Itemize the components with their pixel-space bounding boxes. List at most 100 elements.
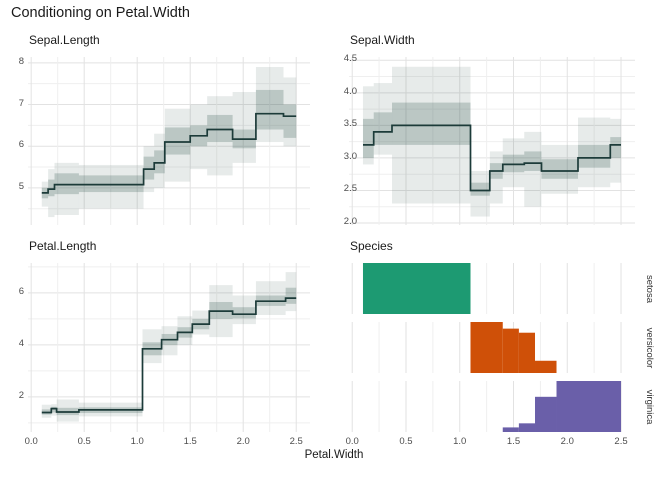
median-step-line [41, 112, 297, 194]
y-tick-label: 2.5 [343, 183, 357, 195]
inner-band-rect [285, 287, 297, 304]
inner-band-rect [232, 307, 256, 319]
x-tick-label: 1.0 [453, 436, 467, 447]
x-tick-label: 1.5 [183, 436, 197, 447]
inner-band-rect [373, 112, 393, 145]
inner-band-rect [610, 137, 622, 158]
outer-band-rect [161, 326, 178, 356]
outer-band-rect [54, 162, 79, 215]
y-tick-label: 2 [18, 389, 24, 401]
inner-band-rect [154, 150, 165, 174]
outer-band-rect [78, 164, 144, 209]
outer-band-rect [207, 96, 233, 176]
species-histogram-chart [351, 263, 622, 432]
outer-band-rect [232, 295, 256, 325]
outer-band-rect [489, 151, 503, 204]
inner-band-rect [541, 159, 579, 179]
outer-band-rect [524, 131, 542, 207]
outer-band-rect [41, 404, 52, 418]
outer-band-rect [255, 281, 286, 315]
x-tick-label: 0.0 [24, 436, 38, 447]
median-step-line [363, 124, 621, 192]
inner-band-rect [255, 89, 284, 130]
outer-band-rect [610, 118, 622, 183]
outer-band-rect [470, 170, 490, 217]
y-tick-label: 2.0 [343, 216, 357, 228]
x-tick-label: 0.5 [399, 436, 413, 447]
histogram-bar [502, 328, 519, 373]
outer-band-rect [142, 329, 162, 364]
y-tick-label: 8 [18, 55, 24, 67]
histogram-bar [362, 263, 471, 314]
outer-band-rect [177, 316, 193, 345]
outer-band-rect [190, 104, 208, 170]
outer-band-rect [232, 92, 256, 163]
histogram-bar [518, 332, 536, 373]
x-tick-label: 0.5 [77, 436, 91, 447]
facet-strip-label: virginica [644, 389, 655, 424]
inner-band-rect [362, 118, 374, 158]
inner-band-rect [283, 104, 297, 138]
panel-title-species: Species [350, 239, 393, 253]
outer-band-rect [41, 181, 49, 207]
x-tick-label: 1.5 [506, 436, 521, 447]
y-tick-label: 7 [18, 97, 24, 109]
facet-strip-label: versicolor [644, 327, 655, 368]
y-tick-label: 6 [18, 285, 24, 297]
panel-title-sepal-width: Sepal.Width [350, 33, 415, 47]
x-axis-title: Petal.Width [304, 449, 364, 461]
outer-band-rect [283, 77, 297, 147]
outer-band-rect [48, 169, 55, 218]
inner-band-rect [164, 127, 191, 155]
inner-band-rect [578, 144, 611, 168]
inner-band-rect [207, 114, 233, 143]
outer-band-rect [56, 399, 79, 422]
outer-band-rect [51, 404, 57, 416]
inner-band-rect [502, 154, 525, 173]
facet-strip-label: setosa [644, 274, 655, 303]
inner-band-rect [51, 406, 57, 413]
outer-band-rect [362, 86, 374, 165]
x-tick-label: 1.0 [130, 436, 144, 447]
y-tick-label: 3.5 [343, 118, 357, 130]
petal-length-step-chart [28, 263, 310, 432]
inner-band-rect [48, 179, 55, 197]
histogram-bar [518, 423, 536, 432]
histogram-bar [535, 396, 557, 432]
inner-band-rect [143, 156, 155, 180]
histogram-bar [556, 381, 622, 432]
x-tick-label: 0.0 [345, 436, 359, 447]
plot-title: Conditioning on Petal.Width [11, 5, 190, 21]
histogram-bar [470, 322, 503, 373]
y-tick-label: 6 [18, 139, 24, 151]
sepal-width-step-chart [349, 57, 635, 225]
outer-band-rect [154, 133, 165, 188]
y-tick-label: 3.0 [343, 150, 357, 162]
x-tick-label: 2.0 [236, 436, 250, 447]
y-tick-label: 4.5 [343, 53, 357, 65]
outer-band-rect [285, 272, 297, 312]
outer-band-rect [192, 310, 210, 335]
x-tick-label: 2.5 [614, 436, 628, 447]
outer-band-rect [578, 117, 611, 188]
outer-band-rect [373, 83, 393, 155]
panel-title-sepal-length: Sepal.Length [29, 33, 100, 47]
panel-title-petal-length: Petal.Length [29, 239, 97, 253]
outer-band-rect [392, 66, 471, 204]
x-tick-label: 2.5 [289, 436, 303, 447]
median-step-line [41, 297, 297, 414]
y-tick-label: 4 [18, 337, 24, 349]
y-tick-label: 4.0 [343, 85, 357, 97]
histogram-bar [502, 427, 519, 432]
sepal-length-step-chart [28, 57, 310, 225]
inner-band-rect [54, 173, 79, 195]
inner-band-rect [392, 102, 471, 145]
outer-band-rect [164, 108, 191, 182]
histogram-bar [535, 360, 557, 373]
outer-band-rect [502, 138, 525, 188]
x-tick-label: 2.0 [560, 436, 574, 447]
inner-band-rect [78, 175, 144, 193]
y-tick-label: 5 [18, 180, 24, 192]
outer-band-rect [255, 67, 284, 143]
